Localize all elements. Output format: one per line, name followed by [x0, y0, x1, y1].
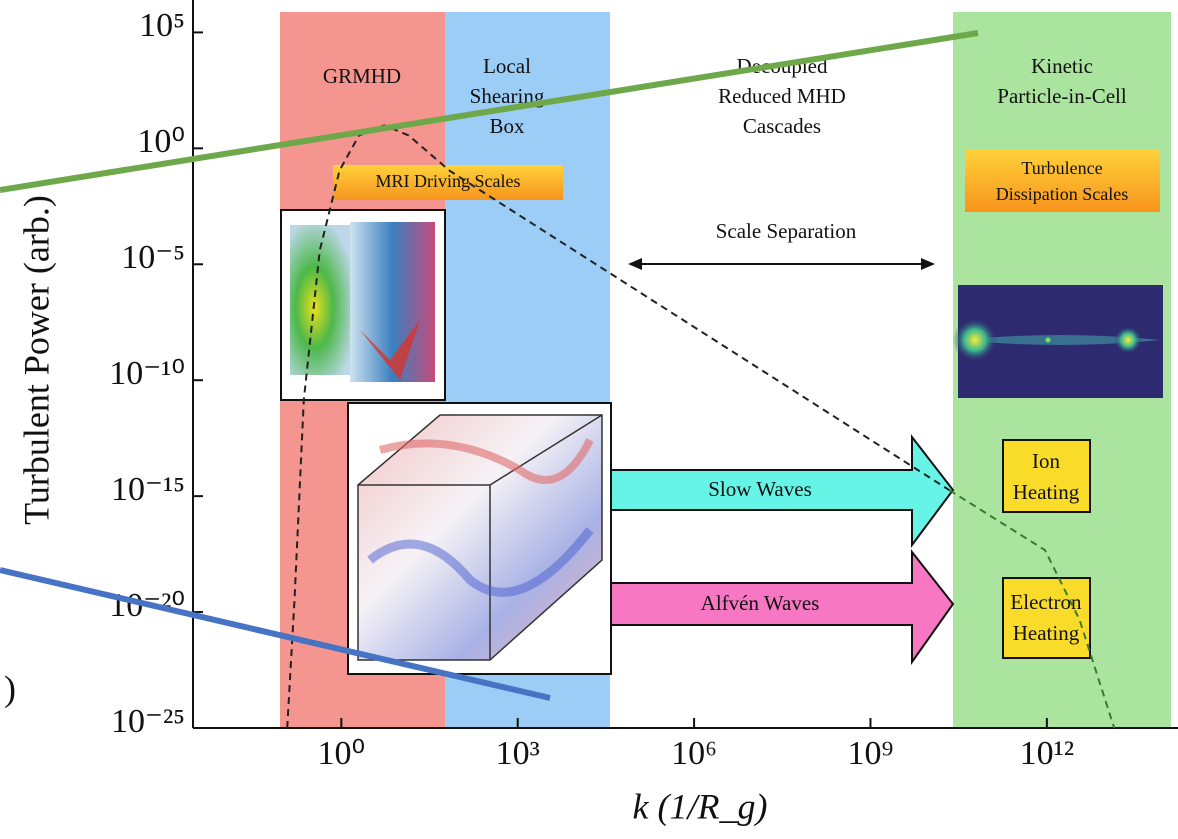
overlay-stroke — [0, 30, 979, 193]
annotation: Ion — [1032, 449, 1060, 473]
region-label: Local — [483, 54, 531, 78]
label-fragment: ) — [4, 668, 16, 708]
y-tick-label: 10⁰ — [137, 123, 185, 160]
annotation: Heating — [1013, 621, 1080, 645]
y-tick-label: 10⁵ — [139, 7, 185, 44]
x-tick-label: 10⁶ — [671, 735, 717, 772]
overlay-stroke — [0, 567, 551, 701]
region-label: Particle-in-Cell — [997, 84, 1127, 108]
annotation: MRI Driving Scales — [376, 171, 521, 191]
region-label: Cascades — [743, 114, 821, 138]
region-label: GRMHD — [323, 64, 401, 88]
region-label: Kinetic — [1031, 54, 1093, 78]
wave-arrow — [610, 549, 955, 666]
label-box — [1002, 439, 1091, 513]
x-tick-label: 10³ — [496, 735, 540, 772]
x-tick-label: 10⁹ — [848, 735, 894, 772]
y-tick-label: 10⁻¹⁵ — [111, 471, 185, 508]
annotation: Dissipation Scales — [996, 184, 1129, 204]
label-box — [333, 165, 563, 200]
annotation: Heating — [1013, 480, 1080, 504]
region-labels: GRMHDLocalShearingBoxDecoupledReduced MH… — [323, 54, 1127, 138]
annotation: Turbulence — [1021, 158, 1102, 178]
annotation: Alfvén Waves — [701, 591, 820, 615]
y-tick-label: 10⁻¹⁰ — [109, 355, 185, 392]
region-label: Reduced MHD — [718, 84, 846, 108]
y-tick-label: 10⁻²⁵ — [111, 703, 185, 740]
simulation-cube — [347, 402, 612, 675]
region-label: Box — [489, 114, 525, 138]
y-tick-label: 10⁻⁵ — [121, 239, 185, 276]
x-axis-label: k (1/R_g) — [633, 786, 768, 826]
y-axis-label: Turbulent Power (arb.) — [16, 195, 56, 525]
wave-arrow — [610, 434, 955, 549]
x-tick-label: 10¹² — [1020, 735, 1074, 772]
x-tick-label: 10⁰ — [318, 735, 366, 772]
spectrum-line — [286, 124, 950, 729]
annotation: Slow Waves — [708, 477, 812, 501]
plot-area: 10⁵10⁰10⁻⁵10⁻¹⁰10⁻¹⁵10⁻²⁰10⁻²⁵10⁰10³10⁶1… — [109, 7, 1116, 772]
label-box — [1002, 577, 1091, 659]
pic-image — [953, 285, 1163, 398]
simulation-image — [280, 209, 446, 401]
label-box — [965, 150, 1160, 212]
annotation: Scale Separation — [716, 219, 857, 243]
